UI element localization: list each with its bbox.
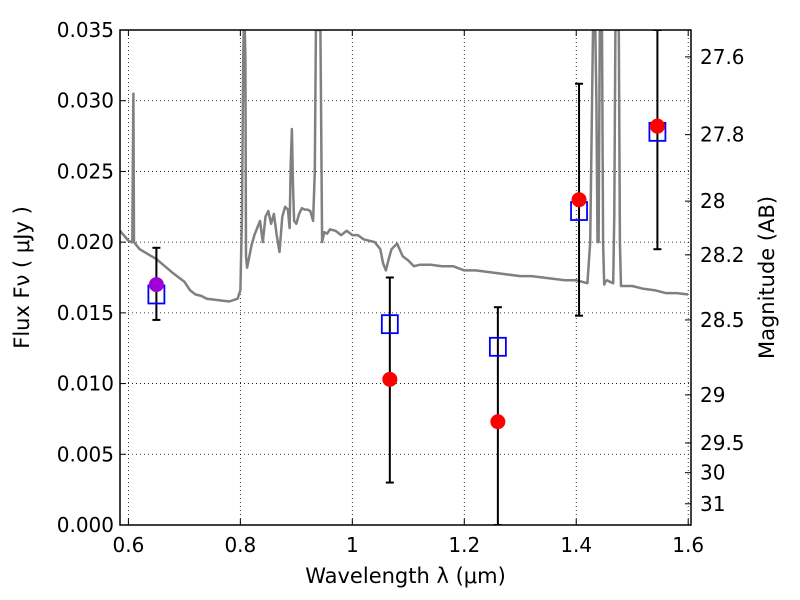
y-tick-label: 0.015 [57,301,114,325]
y-tick-label: 0.030 [57,89,114,113]
x-tick-label: 0.8 [224,533,256,557]
y-tick-label: 0.005 [57,442,114,466]
y-tick-label: 0.020 [57,230,114,254]
mag-tick-label: 28.5 [700,308,745,332]
y-tick-label: 0.000 [57,513,114,537]
x-tick-label: 1 [346,533,359,557]
model-flux-square [488,336,507,357]
x-tick-label: 0.6 [112,533,144,557]
mag-tick-label: 29.5 [700,431,745,455]
mag-tick-label: 30 [700,461,725,485]
observed-flux-point [571,192,587,208]
mag-tick-label: 27.6 [700,45,745,69]
observed-flux-point [649,118,665,134]
model-spectrum-line [120,30,689,303]
tick-layer: 0.6 0.8 1 1.2 1.4 1.6 0.000 0.005 0.010 0.015 0.02… [57,18,745,557]
y-tick-label: 0.010 [57,372,114,396]
mag-tick-label: 27.8 [700,123,745,147]
mag-tick-label: 29 [700,383,725,407]
mag-tick-label: 28 [700,189,725,213]
x-tick-label: 1.4 [560,533,592,557]
mag-tick-label: 28.2 [700,243,745,267]
y-axis-label: Flux Fν ( μJy ) [10,206,34,349]
x-tick-label: 1.2 [448,533,480,557]
y-tick-label: 0.025 [57,159,114,183]
plot-frame [119,29,692,526]
x-tick-label: 1.6 [672,533,704,557]
spectrum-layer [120,30,689,303]
y-tick-label: 0.035 [57,18,114,42]
observed-flux-point [148,277,164,293]
y2-axis-label: Magnitude (AB) [755,196,779,359]
marker-layer [147,118,667,430]
mag-tick-label: 31 [700,492,725,516]
x-axis-label: Wavelength λ (μm) [305,564,506,588]
model-flux-square [380,314,399,335]
observed-flux-point [382,371,398,387]
observed-flux-point [490,414,506,430]
